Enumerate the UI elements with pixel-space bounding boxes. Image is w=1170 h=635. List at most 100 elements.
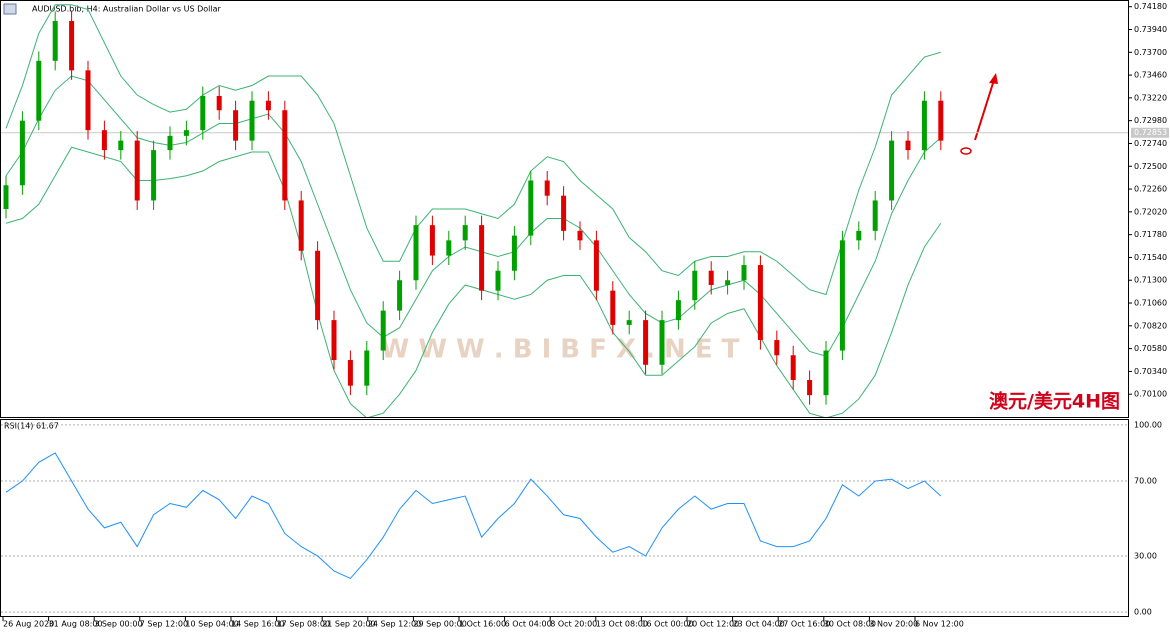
rsi-panel (0, 419, 1129, 617)
candle-body (626, 320, 632, 325)
candle-body (561, 195, 567, 231)
y-tick-label: 30.00 (1134, 551, 1157, 560)
candle-body (315, 250, 321, 321)
candle-body (577, 230, 583, 241)
x-tick-label: 17 Sep 08:00 (277, 620, 330, 629)
x-tick-label: 30 Oct 08:00 (824, 620, 876, 629)
candle-body (233, 110, 239, 141)
x-tick-label: 21 Sep 20:00 (322, 620, 375, 629)
candle-body (905, 140, 911, 151)
x-tick-label: 14 Sep 16:00 (231, 620, 284, 629)
x-tick-label: 7 Sep 12:00 (140, 620, 188, 629)
candle-body (659, 320, 665, 365)
x-tick-label: 20 Oct 12:00 (687, 620, 739, 629)
candle-body (675, 300, 681, 321)
x-tick-label: 23 Oct 04:00 (733, 620, 785, 629)
candle-body (446, 240, 452, 256)
candle-body (692, 270, 698, 301)
candle-body (429, 225, 435, 256)
candle-body (200, 95, 206, 131)
y-tick-label: 100.00 (1134, 420, 1162, 429)
x-tick-label: 26 Aug 2020 (3, 620, 54, 629)
candle-body (282, 110, 288, 201)
candle-body (118, 140, 124, 151)
candle-body (397, 280, 403, 311)
y-tick-label: 0.72020 (1134, 207, 1167, 216)
x-tick-label: 27 Oct 16:00 (778, 620, 830, 629)
x-tick-label: 29 Sep 00:00 (413, 620, 466, 629)
x-tick-label: 8 Oct 20:00 (550, 620, 597, 629)
x-tick-label: 31 Aug 08:00 (49, 620, 103, 629)
x-tick-label: 3 Sep 00:00 (94, 620, 142, 629)
candle-body (183, 130, 189, 136)
bollinger-band (5, 4, 941, 296)
candle-body (331, 320, 337, 361)
y-tick-label: 0.71780 (1134, 230, 1167, 239)
y-tick-label: 0.73700 (1134, 48, 1167, 57)
candle-body (593, 240, 599, 291)
candle-body (134, 140, 140, 201)
candle-body (528, 180, 534, 236)
candle-body (921, 100, 927, 151)
watermark: W W W . B I B F X . N E T (381, 335, 740, 365)
y-tick-label: 0.71540 (1134, 253, 1167, 262)
y-tick-label: 0.70820 (1134, 321, 1167, 330)
y-tick-label: 0.73940 (1134, 25, 1167, 34)
y-tick-label: 0.00 (1134, 608, 1152, 617)
candle-body (52, 20, 58, 61)
x-tick-label: 1 Oct 16:00 (459, 620, 506, 629)
candle-body (167, 135, 173, 151)
candle-body (823, 350, 829, 396)
candle-body (69, 20, 75, 71)
arrow-head (989, 73, 998, 84)
candle-body (151, 150, 157, 201)
current-price-label: 0.72853 (1134, 128, 1167, 137)
candle-body (101, 130, 107, 151)
candle-body (807, 379, 813, 396)
x-tick-label: 3 Nov 20:00 (869, 620, 918, 629)
y-tick-label: 0.73460 (1134, 71, 1167, 80)
x-tick-label: 6 Oct 04:00 (505, 620, 552, 629)
candle-body (495, 270, 501, 291)
y-tick-label: 0.72500 (1134, 162, 1167, 171)
y-tick-label: 0.70100 (1134, 390, 1167, 399)
candle-body (347, 360, 353, 386)
y-tick-label: 0.71060 (1134, 299, 1167, 308)
x-tick-label: 10 Sep 04:00 (185, 620, 238, 629)
candle-body (85, 70, 91, 131)
bollinger-band (5, 146, 942, 417)
candle-body (839, 240, 845, 351)
y-tick-label: 0.72980 (1134, 116, 1167, 125)
y-tick-label: 0.72260 (1134, 185, 1167, 194)
candle-body (462, 225, 468, 241)
candle-body (757, 265, 763, 341)
y-tick-label: 0.73220 (1134, 93, 1167, 102)
chart-annotation: 澳元/美元4H图 (989, 390, 1120, 413)
candle-body (725, 280, 731, 285)
arrow-shaft (974, 79, 995, 141)
candle-body (708, 270, 714, 285)
candle-body (643, 320, 649, 365)
symbol-title: AUDUSD.bib, H4: Australian Dollar vs US … (32, 5, 221, 14)
candle-body (413, 225, 419, 281)
candle-body (380, 310, 386, 351)
candle-body (364, 350, 370, 386)
candle-body (36, 60, 42, 121)
candle-body (216, 95, 222, 111)
symbol-icon (3, 3, 17, 15)
plot (3, 4, 944, 417)
candle-body (790, 355, 796, 380)
candle-body (741, 265, 747, 281)
y-tick-label: 0.74180 (1134, 2, 1167, 11)
rsi-title: RSI(14) 61.67 (4, 422, 59, 431)
candle-body (3, 185, 9, 209)
candle-body (249, 100, 255, 141)
candle-body (774, 340, 780, 356)
x-tick-label: 13 Oct 08:00 (596, 620, 648, 629)
candle-body (511, 235, 517, 271)
y-tick-label: 70.00 (1134, 477, 1157, 486)
candle-body (872, 200, 878, 231)
x-tick-label: 16 Oct 00:00 (641, 620, 693, 629)
